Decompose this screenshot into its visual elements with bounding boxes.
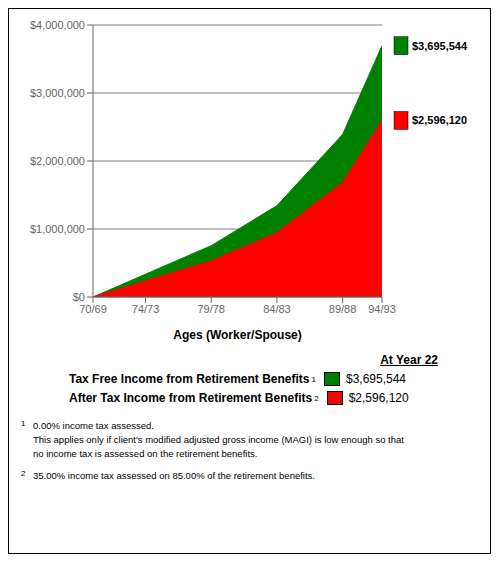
html-text:35.00% income tax assessed on: 35.00% income tax assessed on 85.00% of … — [33, 470, 315, 481]
svg-text:$0: $0 — [73, 291, 85, 303]
svg-text:94/93: 94/93 — [368, 303, 396, 315]
html-text:0.00% income tax assessed.: 0.00% income tax assessed. — [33, 420, 154, 431]
svg-text:$3,000,000: $3,000,000 — [30, 87, 85, 99]
html-text:$2,596,120: $2,596,120 — [348, 391, 409, 405]
html-text:$3,695,544: $3,695,544 — [346, 372, 406, 386]
svg-text:89/88: 89/88 — [329, 303, 357, 315]
svg-text:84/83: 84/83 — [263, 303, 291, 315]
svg-text:79/78: 79/78 — [197, 303, 225, 315]
html-text:This applies only if client's: This applies only if client's modified a… — [33, 434, 404, 445]
html-text:Tax Free Income from Retiremen: Tax Free Income from Retirement Benefits… — [69, 372, 316, 386]
html-text:no income tax is assessed on t: no income tax is assessed on the retirem… — [33, 448, 258, 459]
svg-text:$1,000,000: $1,000,000 — [30, 223, 85, 235]
html-text:After Tax Income from Retireme: After Tax Income from Retirement Benefit… — [69, 391, 319, 405]
svg-text:$3,695,544: $3,695,544 — [412, 40, 468, 52]
svg-text:$2,000,000: $2,000,000 — [30, 155, 85, 167]
svg-text:70/69: 70/69 — [79, 303, 107, 315]
html-text:At Year 22: At Year 22 — [380, 353, 438, 367]
svg-text:74/73: 74/73 — [132, 303, 160, 315]
html-text:1: 1 — [21, 419, 26, 428]
html-text:2: 2 — [21, 469, 26, 478]
svg-text:$2,596,120: $2,596,120 — [412, 114, 467, 126]
svg-text:Ages (Worker/Spouse): Ages (Worker/Spouse) — [173, 328, 301, 342]
svg-text:$4,000,000: $4,000,000 — [30, 19, 85, 31]
